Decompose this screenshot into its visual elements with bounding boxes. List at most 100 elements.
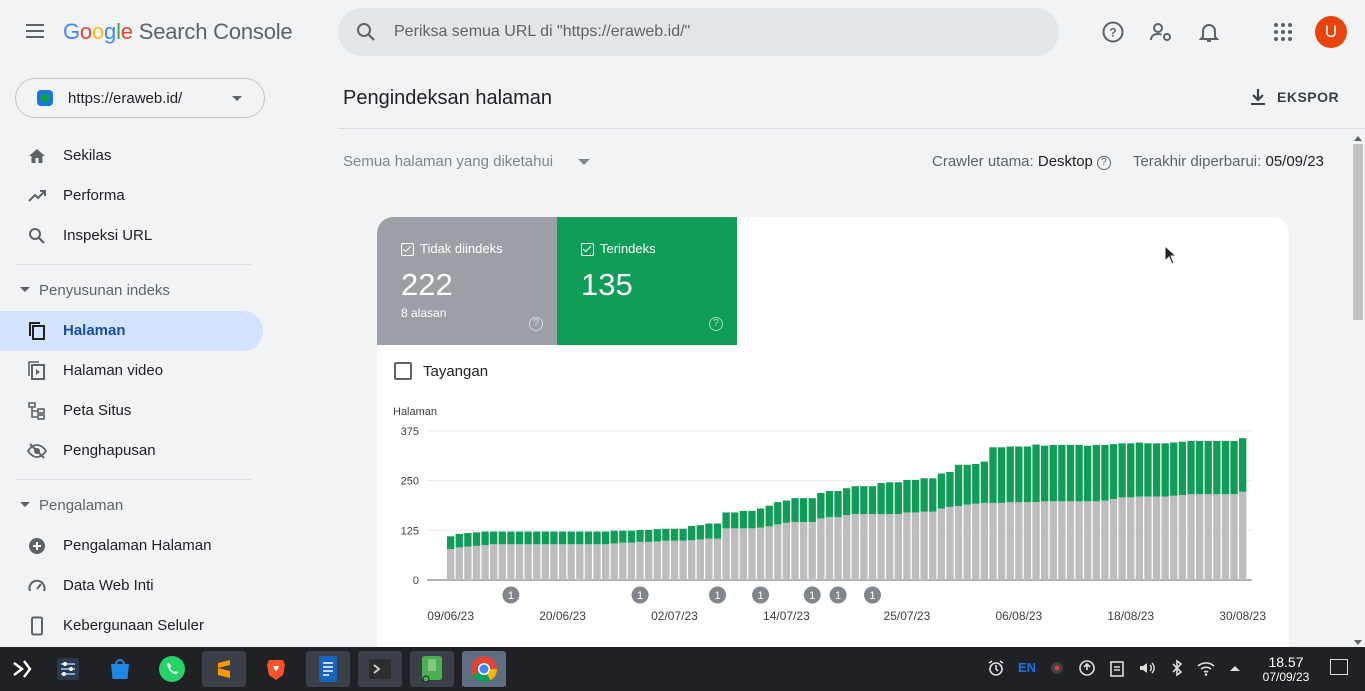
annotation-label: 1 bbox=[714, 590, 720, 602]
bar-indexed bbox=[464, 533, 472, 547]
sidebar-item-pages[interactable]: Halaman bbox=[0, 311, 263, 351]
section-indexing[interactable]: Penyusunan indeks bbox=[0, 275, 263, 307]
wifi-icon[interactable] bbox=[1197, 659, 1215, 677]
sidebar-item-removals[interactable]: Penghapusan bbox=[0, 431, 263, 471]
pages-filter-dropdown[interactable]: Semua halaman yang diketahui bbox=[343, 153, 593, 173]
bar-not-indexed bbox=[713, 538, 722, 580]
bar-not-indexed bbox=[963, 504, 971, 580]
sidebar-item-core-web-vitals[interactable]: Data Web Inti bbox=[0, 566, 263, 606]
bar-not-indexed bbox=[1092, 501, 1100, 580]
terminal-icon[interactable] bbox=[358, 651, 402, 687]
sidebar-item-overview[interactable]: Sekilas bbox=[0, 136, 263, 176]
scroll-up-arrow[interactable] bbox=[1354, 136, 1362, 141]
search-icon bbox=[357, 23, 375, 41]
sidebar-item-sitemaps[interactable]: Peta Situs bbox=[0, 391, 263, 431]
notifications-icon[interactable] bbox=[1197, 20, 1221, 44]
property-selector[interactable]: https://eraweb.id/ bbox=[15, 78, 265, 118]
bar-indexed bbox=[756, 508, 765, 528]
section-experience[interactable]: Pengalaman bbox=[0, 490, 263, 522]
whatsapp-icon[interactable] bbox=[150, 651, 194, 687]
checkbox-checked[interactable] bbox=[581, 243, 594, 256]
bar-not-indexed bbox=[515, 544, 524, 580]
annotation-label: 1 bbox=[508, 590, 514, 602]
help-icon[interactable]: ? bbox=[1096, 156, 1111, 170]
annotation-marker bbox=[502, 586, 520, 604]
tray-expand-icon[interactable] bbox=[1226, 659, 1244, 677]
x-tick-label: 14/07/23 bbox=[763, 609, 810, 623]
help-icon[interactable]: ? bbox=[1101, 20, 1125, 44]
sidebar-item-mobile-usability[interactable]: Kebergunaan Seluler bbox=[0, 606, 263, 646]
bar-not-indexed bbox=[447, 549, 455, 580]
help-icon[interactable]: ? bbox=[529, 317, 543, 331]
alarm-icon[interactable] bbox=[987, 659, 1005, 677]
keyboard-layout-indicator[interactable]: EN bbox=[1018, 660, 1037, 675]
indexed-tile[interactable]: Terindeks 135 ? bbox=[557, 217, 737, 345]
store-icon[interactable] bbox=[98, 651, 142, 687]
search-console-logo[interactable]: Google Search Console bbox=[63, 19, 293, 44]
search-input[interactable] bbox=[394, 8, 1034, 56]
checkbox-checked[interactable] bbox=[401, 243, 414, 256]
update-icon[interactable] bbox=[1078, 659, 1096, 677]
top-bar: Google Search Console ? U bbox=[0, 0, 1365, 64]
chrome-icon[interactable] bbox=[462, 651, 506, 687]
account-avatar[interactable]: U bbox=[1315, 16, 1347, 48]
bar-indexed bbox=[937, 473, 946, 509]
sidebar-item-label: Penghapusan bbox=[63, 442, 156, 459]
menu-icon[interactable] bbox=[22, 20, 48, 44]
bar-indexed bbox=[739, 510, 748, 529]
url-inspection-search[interactable] bbox=[338, 8, 1059, 56]
bar-indexed bbox=[1144, 443, 1152, 497]
help-icon[interactable]: ? bbox=[709, 317, 723, 331]
bar-not-indexed bbox=[929, 511, 937, 580]
bar-not-indexed bbox=[472, 545, 481, 580]
crawler-value: Desktop bbox=[1037, 153, 1093, 170]
bar-not-indexed bbox=[860, 514, 868, 580]
annotation-marker bbox=[829, 586, 847, 604]
main-scrollbar[interactable] bbox=[1351, 136, 1365, 647]
bar-indexed bbox=[782, 500, 791, 523]
sidebar-item-url-inspection[interactable]: Inspeksi URL bbox=[0, 216, 263, 256]
brave-browser-icon[interactable] bbox=[254, 651, 298, 687]
sidebar-item-label: Inspeksi URL bbox=[63, 227, 153, 244]
bluetooth-icon[interactable] bbox=[1168, 659, 1186, 677]
scroll-thumb[interactable] bbox=[1353, 144, 1363, 320]
clipboard-icon[interactable] bbox=[1108, 659, 1126, 677]
not-indexed-tile[interactable]: Tidak diindeks 222 8 alasan ? bbox=[377, 217, 557, 345]
recording-icon[interactable] bbox=[1048, 659, 1066, 677]
apps-icon[interactable] bbox=[1271, 20, 1295, 44]
bar-indexed bbox=[541, 531, 550, 545]
sidebar-item-video-pages[interactable]: Halaman video bbox=[0, 351, 263, 391]
scroll-down-arrow[interactable] bbox=[1354, 640, 1362, 645]
checkbox-unchecked[interactable] bbox=[394, 362, 412, 380]
sidebar-item-page-experience[interactable]: Pengalaman Halaman bbox=[0, 526, 263, 566]
bar-not-indexed bbox=[843, 515, 851, 580]
bar-indexed bbox=[1221, 440, 1230, 495]
bar-not-indexed bbox=[1221, 494, 1230, 580]
clock[interactable]: 18.57 07/09/23 bbox=[1253, 654, 1319, 684]
bar-indexed bbox=[490, 531, 498, 545]
bar-not-indexed bbox=[1187, 494, 1195, 580]
property-url: https://eraweb.id/ bbox=[68, 90, 183, 107]
bar-indexed bbox=[1127, 443, 1135, 498]
bar-not-indexed bbox=[1239, 491, 1247, 580]
sublime-text-icon[interactable] bbox=[202, 651, 246, 687]
clock-time: 18.57 bbox=[1268, 654, 1304, 670]
x-tick-label: 02/07/23 bbox=[651, 609, 698, 623]
volume-icon[interactable] bbox=[1138, 659, 1156, 677]
settings-user-icon[interactable] bbox=[1149, 20, 1173, 44]
bar-not-indexed bbox=[1152, 496, 1161, 580]
sidebar-item-performance[interactable]: Performa bbox=[0, 176, 263, 216]
sidebar-item-label: Sekilas bbox=[63, 147, 112, 164]
bar-indexed bbox=[903, 479, 911, 513]
bar-indexed bbox=[1032, 444, 1040, 503]
x-tick-label: 25/07/23 bbox=[884, 609, 931, 623]
bar-indexed bbox=[877, 483, 885, 515]
system-settings-icon[interactable] bbox=[46, 651, 90, 687]
bar-indexed bbox=[1187, 440, 1195, 495]
show-desktop-button[interactable] bbox=[1330, 659, 1348, 675]
app-launcher-icon[interactable] bbox=[0, 651, 44, 687]
libreoffice-writer-icon[interactable] bbox=[306, 651, 350, 687]
bar-indexed bbox=[980, 461, 989, 503]
site-favicon bbox=[37, 90, 53, 106]
android-app-icon[interactable] bbox=[410, 651, 454, 687]
